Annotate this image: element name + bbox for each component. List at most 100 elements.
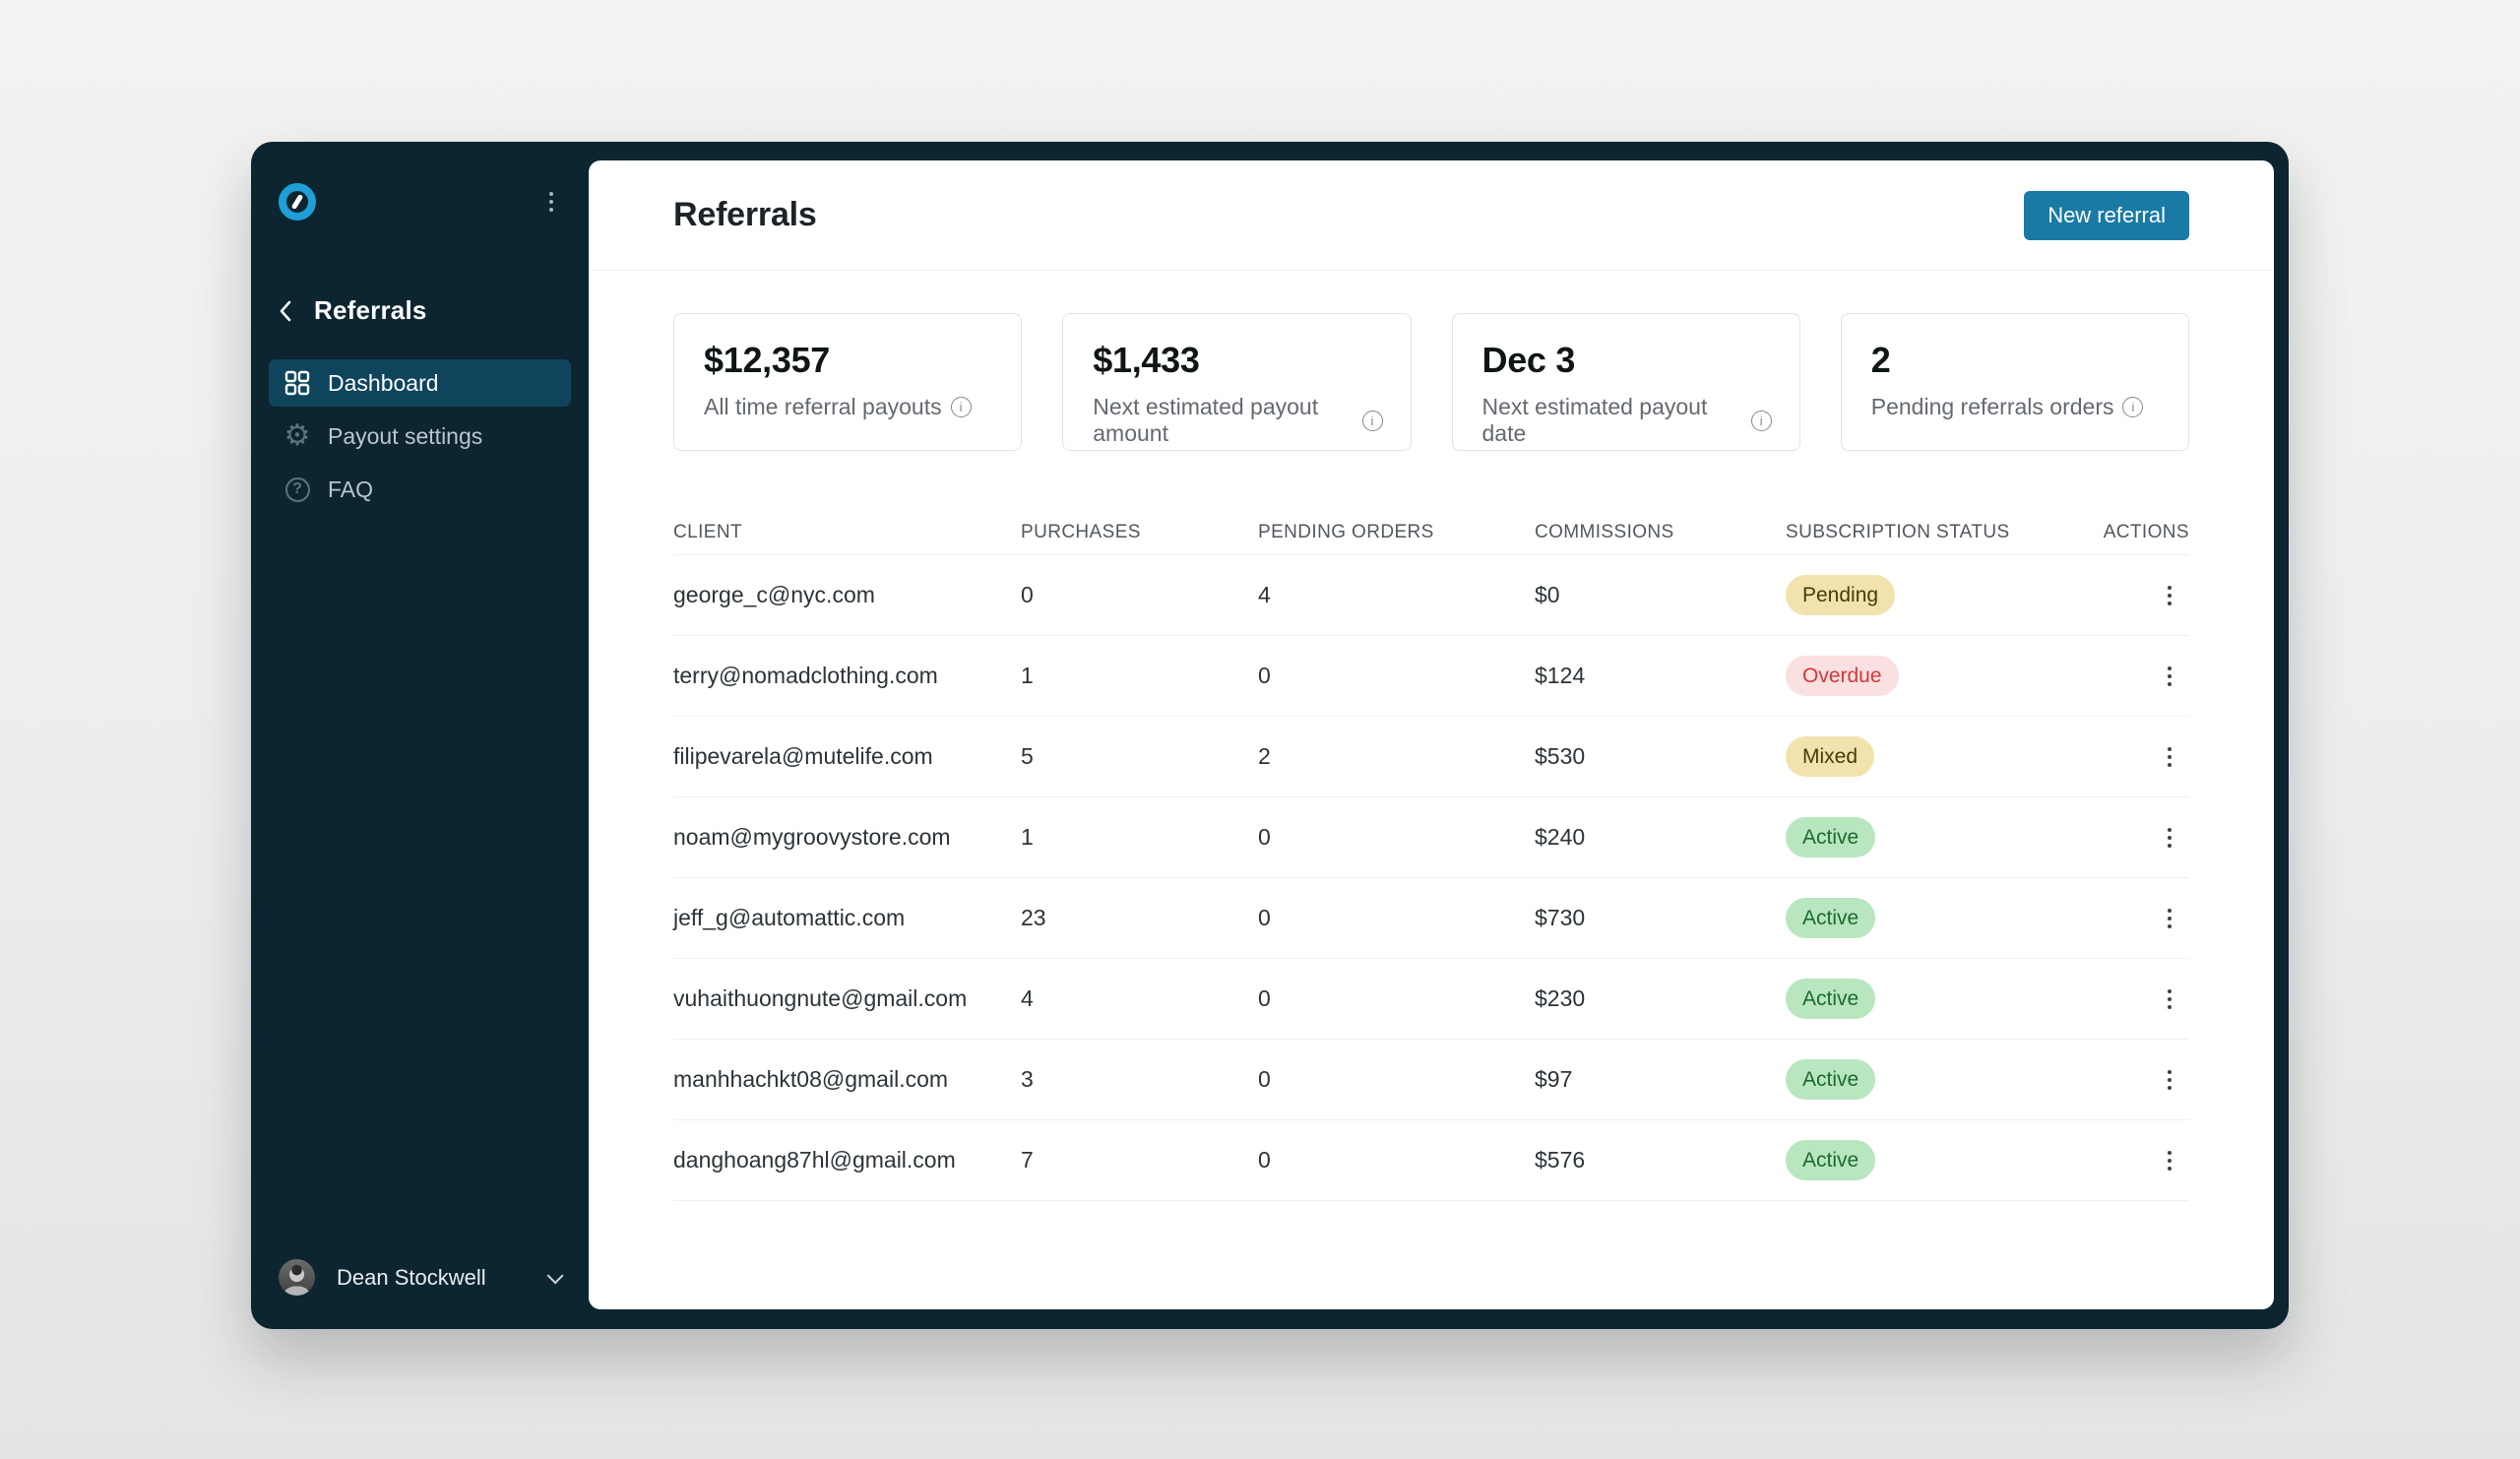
- commissions-cell: $240: [1535, 824, 1586, 850]
- column-header-subscription-status: SUBSCRIPTION STATUS: [1786, 521, 2010, 542]
- stat-value: 2: [1870, 340, 1891, 380]
- stat-card-next-payout-date: Dec 3 Next estimated payout date i: [1451, 313, 1800, 451]
- column-header-actions: ACTIONS: [2103, 521, 2189, 542]
- app-window: Referrals Dashboard ⚙ Payout settings: [251, 142, 2289, 1329]
- purchases-cell: 23: [1021, 905, 1046, 930]
- info-icon[interactable]: i: [1750, 410, 1772, 431]
- referrals-table: CLIENT PURCHASES PENDING ORDERS COMMISSI…: [673, 510, 2189, 1201]
- gear-icon: ⚙: [284, 419, 311, 452]
- status-badge: Active: [1786, 1058, 1876, 1101]
- pending-orders-cell: 0: [1258, 985, 1271, 1011]
- brand-logo-icon[interactable]: [279, 183, 316, 221]
- back-chevron-icon[interactable]: [279, 300, 292, 322]
- stat-label: All time referral payouts: [704, 394, 942, 419]
- stats-row: $12,357 All time referral payouts i $1,43…: [673, 313, 2189, 451]
- purchases-cell: 0: [1021, 582, 1034, 607]
- client-cell: jeff_g@automattic.com: [673, 905, 906, 930]
- sidebar-item-dashboard[interactable]: Dashboard: [269, 359, 571, 407]
- info-icon[interactable]: i: [2122, 397, 2144, 417]
- table-header-row: CLIENT PURCHASES PENDING ORDERS COMMISSI…: [673, 510, 2189, 555]
- sidebar-item-label: Dashboard: [328, 369, 439, 396]
- status-badge: Active: [1786, 816, 1876, 858]
- table-row: noam@mygroovystore.com 1 0 $240 Active: [673, 797, 2189, 878]
- purchases-cell: 3: [1021, 1066, 1034, 1092]
- purchases-cell: 1: [1021, 663, 1034, 688]
- purchases-cell: 7: [1021, 1147, 1034, 1173]
- sidebar-item-label: FAQ: [328, 476, 374, 502]
- client-cell: manhhachkt08@gmail.com: [673, 1066, 949, 1092]
- column-header-client: CLIENT: [673, 521, 742, 542]
- client-cell: noam@mygroovystore.com: [673, 824, 951, 850]
- new-referral-button[interactable]: New referral: [2024, 190, 2189, 240]
- pending-orders-cell: 0: [1258, 824, 1271, 850]
- stat-label: Next estimated payout amount: [1093, 394, 1319, 446]
- stat-label: Pending referrals orders: [1870, 394, 2114, 419]
- row-actions-kebab-icon[interactable]: [2160, 1143, 2179, 1178]
- row-actions-kebab-icon[interactable]: [2160, 1062, 2179, 1098]
- commissions-cell: $0: [1535, 582, 1560, 607]
- table-row: vuhaithuongnute@gmail.com 4 0 $230 Activ…: [673, 959, 2189, 1040]
- chevron-down-icon: [546, 1266, 564, 1284]
- client-cell: vuhaithuongnute@gmail.com: [673, 985, 968, 1011]
- table-row: george_c@nyc.com 0 4 $0 Pending: [673, 555, 2189, 636]
- grid-icon: [283, 368, 312, 398]
- user-name: Dean Stockwell: [337, 1264, 486, 1290]
- table-row: filipevarela@mutelife.com 5 2 $530 Mixed: [673, 717, 2189, 797]
- avatar: [279, 1259, 315, 1296]
- row-actions-kebab-icon[interactable]: [2160, 820, 2179, 856]
- client-cell: terry@nomadclothing.com: [673, 663, 938, 688]
- stat-card-all-time-payouts: $12,357 All time referral payouts i: [673, 313, 1023, 451]
- row-actions-kebab-icon[interactable]: [2160, 578, 2179, 613]
- pending-orders-cell: 0: [1258, 1147, 1271, 1173]
- table-row: manhhachkt08@gmail.com 3 0 $97 Active: [673, 1040, 2189, 1120]
- commissions-cell: $230: [1535, 985, 1586, 1011]
- pending-orders-cell: 0: [1258, 663, 1271, 688]
- status-badge: Overdue: [1786, 655, 1899, 697]
- table-row: danghoang87hl@gmail.com 7 0 $576 Active: [673, 1120, 2189, 1201]
- status-badge: Active: [1786, 978, 1876, 1020]
- commissions-cell: $530: [1535, 743, 1586, 769]
- page-title: Referrals: [673, 196, 817, 233]
- client-cell: danghoang87hl@gmail.com: [673, 1147, 956, 1173]
- commissions-cell: $97: [1535, 1066, 1573, 1092]
- sidebar-title: Referrals: [314, 295, 427, 325]
- sidebar-item-label: Payout settings: [328, 422, 483, 449]
- sidebar-menu-kebab-icon[interactable]: [543, 186, 559, 218]
- commissions-cell: $124: [1535, 663, 1586, 688]
- page-header: Referrals New referral: [589, 160, 2274, 271]
- info-icon[interactable]: i: [950, 397, 972, 417]
- stat-value: $1,433: [1093, 340, 1200, 380]
- commissions-cell: $576: [1535, 1147, 1586, 1173]
- info-icon[interactable]: i: [1361, 410, 1383, 431]
- stat-value: $12,357: [704, 340, 831, 380]
- row-actions-kebab-icon[interactable]: [2160, 739, 2179, 775]
- purchases-cell: 4: [1021, 985, 1034, 1011]
- stat-value: Dec 3: [1481, 340, 1576, 380]
- row-actions-kebab-icon[interactable]: [2160, 982, 2179, 1017]
- client-cell: george_c@nyc.com: [673, 582, 875, 607]
- status-badge: Active: [1786, 1139, 1876, 1181]
- user-menu[interactable]: Dean Stockwell: [251, 1259, 589, 1329]
- column-header-purchases: PURCHASES: [1021, 521, 1141, 542]
- sidebar-item-payout-settings[interactable]: ⚙ Payout settings: [269, 412, 571, 460]
- column-header-pending-orders: PENDING ORDERS: [1258, 521, 1434, 542]
- column-header-commissions: COMMISSIONS: [1535, 521, 1674, 542]
- status-badge: Active: [1786, 897, 1876, 939]
- pending-orders-cell: 0: [1258, 1066, 1271, 1092]
- sidebar-item-faq[interactable]: ? FAQ: [269, 466, 571, 513]
- stat-label: Next estimated payout date: [1481, 394, 1708, 446]
- sidebar-nav: Dashboard ⚙ Payout settings ? FAQ: [251, 359, 589, 513]
- row-actions-kebab-icon[interactable]: [2160, 659, 2179, 694]
- commissions-cell: $730: [1535, 905, 1586, 930]
- main-panel: Referrals New referral $12,357 All time …: [589, 160, 2274, 1309]
- pending-orders-cell: 4: [1258, 582, 1271, 607]
- table-row: jeff_g@automattic.com 23 0 $730 Active: [673, 878, 2189, 959]
- status-badge: Mixed: [1786, 735, 1875, 778]
- client-cell: filipevarela@mutelife.com: [673, 743, 933, 769]
- stat-card-next-payout-amount: $1,433 Next estimated payout amount i: [1062, 313, 1412, 451]
- pending-orders-cell: 2: [1258, 743, 1271, 769]
- status-badge: Pending: [1786, 574, 1896, 616]
- sidebar: Referrals Dashboard ⚙ Payout settings: [251, 142, 589, 1329]
- purchases-cell: 1: [1021, 824, 1034, 850]
- row-actions-kebab-icon[interactable]: [2160, 901, 2179, 936]
